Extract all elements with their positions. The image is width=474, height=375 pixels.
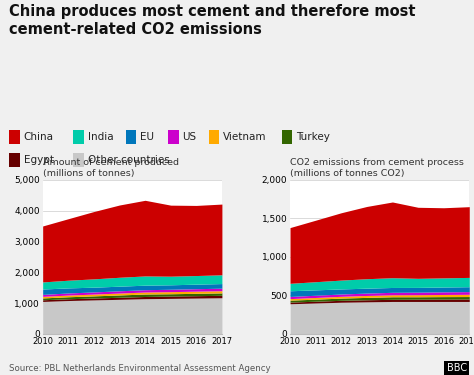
Text: Egypt: Egypt	[24, 155, 54, 165]
Text: Source: PBL Netherlands Environmental Assessment Agency: Source: PBL Netherlands Environmental As…	[9, 364, 271, 373]
Text: China: China	[24, 132, 54, 142]
Text: China produces most cement and therefore most
cement-related CO2 emissions: China produces most cement and therefore…	[9, 4, 416, 38]
Text: BBC: BBC	[447, 363, 467, 373]
Text: Other countries: Other countries	[88, 155, 169, 165]
Text: Turkey: Turkey	[296, 132, 330, 142]
Text: Vietnam: Vietnam	[223, 132, 266, 142]
Text: US: US	[182, 132, 197, 142]
Text: India: India	[88, 132, 113, 142]
Text: EU: EU	[140, 132, 154, 142]
Text: Amount of cement produced
(millions of tonnes): Amount of cement produced (millions of t…	[43, 158, 179, 178]
Text: CO2 emissions from cement process
(millions of tonnes CO2): CO2 emissions from cement process (milli…	[290, 158, 464, 178]
